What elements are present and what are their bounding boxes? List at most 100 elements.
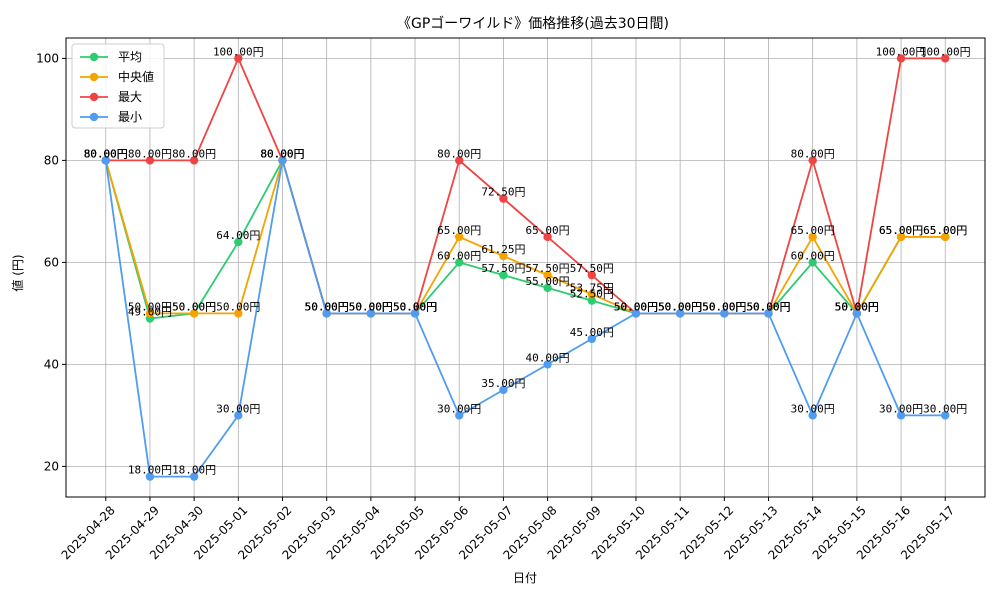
legend-entry: 中央値 — [118, 69, 154, 84]
data-label: 80.00円 — [84, 147, 128, 160]
data-label: 50.00円 — [305, 300, 349, 313]
y-axis-label: 値 (円) — [10, 254, 25, 291]
data-point — [455, 411, 464, 420]
data-label: 80.00円 — [84, 147, 128, 160]
data-point — [145, 309, 155, 318]
data-label: 30.00円 — [923, 402, 967, 415]
data-label: 49.00円 — [128, 306, 172, 319]
data-label: 72.50円 — [481, 186, 525, 199]
data-label: 50.00円 — [216, 300, 260, 313]
legend-swatch-marker — [89, 92, 99, 102]
data-point — [234, 237, 243, 247]
data-label: 50.00円 — [393, 300, 437, 313]
data-label: 50.00円 — [746, 300, 790, 313]
data-label: 50.00円 — [658, 300, 702, 313]
y-tick-label: 60 — [44, 255, 59, 269]
data-label: 50.00円 — [349, 300, 393, 313]
data-label: 50.00円 — [349, 300, 393, 313]
data-label: 50.00円 — [614, 300, 658, 313]
data-label: 50.00円 — [349, 300, 393, 313]
legend-swatch-marker — [89, 52, 99, 62]
data-label: 80.00円 — [260, 147, 304, 160]
data-label: 65.00円 — [526, 224, 570, 237]
legend-entry: 最小 — [118, 110, 142, 124]
data-point — [145, 472, 155, 481]
data-label: 30.00円 — [437, 402, 481, 415]
data-point — [941, 411, 950, 420]
series-line — [104, 158, 946, 320]
data-label: 65.00円 — [437, 224, 481, 237]
data-label: 50.00円 — [393, 300, 437, 313]
data-label: 80.00円 — [260, 147, 304, 160]
data-point — [145, 156, 155, 165]
legend-entry: 平均 — [118, 50, 142, 64]
data-label: 52.50円 — [570, 288, 614, 301]
data-label: 100.00円 — [213, 45, 264, 58]
data-label: 100.00円 — [876, 45, 927, 58]
legend-entry: 最大 — [118, 90, 142, 104]
data-point — [234, 411, 243, 420]
data-point — [941, 232, 950, 242]
series-line — [104, 157, 946, 316]
data-point — [808, 411, 817, 420]
data-point — [587, 290, 596, 299]
data-point — [896, 411, 906, 420]
series-line — [105, 56, 946, 315]
data-label: 61.25円 — [481, 243, 525, 256]
data-label: 80.00円 — [791, 147, 835, 160]
data-label: 80.00円 — [128, 147, 172, 160]
data-label: 50.00円 — [658, 300, 702, 313]
data-label: 50.00円 — [614, 300, 658, 313]
data-point — [234, 54, 243, 63]
data-label: 50.00円 — [393, 300, 437, 313]
data-label: 50.00円 — [658, 300, 702, 313]
data-label: 50.00円 — [746, 300, 790, 313]
data-point — [852, 309, 862, 318]
data-label: 50.00円 — [702, 300, 746, 313]
y-tick-label: 20 — [44, 459, 59, 473]
data-point — [587, 334, 596, 344]
data-point — [499, 251, 508, 261]
data-label: 65.00円 — [791, 224, 835, 237]
data-label: 64.00円 — [216, 229, 260, 242]
data-point — [631, 309, 641, 318]
data-point — [455, 156, 464, 165]
data-label: 50.00円 — [835, 300, 879, 313]
data-point — [499, 385, 508, 395]
data-label: 80.00円 — [260, 147, 304, 160]
data-point — [808, 156, 817, 165]
data-label: 80.00円 — [260, 147, 304, 160]
chart-title: 《GPゴーワイルド》価格推移(過去30日間) — [397, 15, 669, 32]
data-label: 80.00円 — [84, 147, 128, 160]
data-label: 65.00円 — [879, 224, 923, 237]
data-point — [499, 194, 508, 203]
data-point — [808, 258, 817, 267]
data-point — [455, 232, 464, 242]
data-label: 50.00円 — [702, 300, 746, 313]
data-label: 50.00円 — [835, 300, 879, 313]
data-label: 57.50円 — [481, 262, 525, 275]
data-label: 65.00円 — [923, 224, 967, 237]
data-label: 50.00円 — [614, 300, 658, 313]
data-label: 100.00円 — [920, 45, 971, 58]
data-point — [278, 156, 287, 165]
grid-lines — [66, 38, 985, 497]
data-point — [675, 309, 685, 318]
data-label: 50.00円 — [614, 300, 658, 313]
data-point — [455, 258, 464, 267]
data-label: 18.00円 — [128, 464, 172, 477]
y-tick-label: 40 — [44, 357, 59, 371]
data-label: 50.00円 — [393, 300, 437, 313]
data-label: 50.00円 — [172, 300, 216, 313]
data-point — [941, 54, 950, 63]
data-label: 50.00円 — [746, 300, 790, 313]
data-label: 30.00円 — [879, 402, 923, 415]
data-label: 50.00円 — [305, 300, 349, 313]
data-label: 50.00円 — [305, 300, 349, 313]
data-point — [499, 270, 508, 280]
data-label: 57.50円 — [526, 262, 570, 275]
